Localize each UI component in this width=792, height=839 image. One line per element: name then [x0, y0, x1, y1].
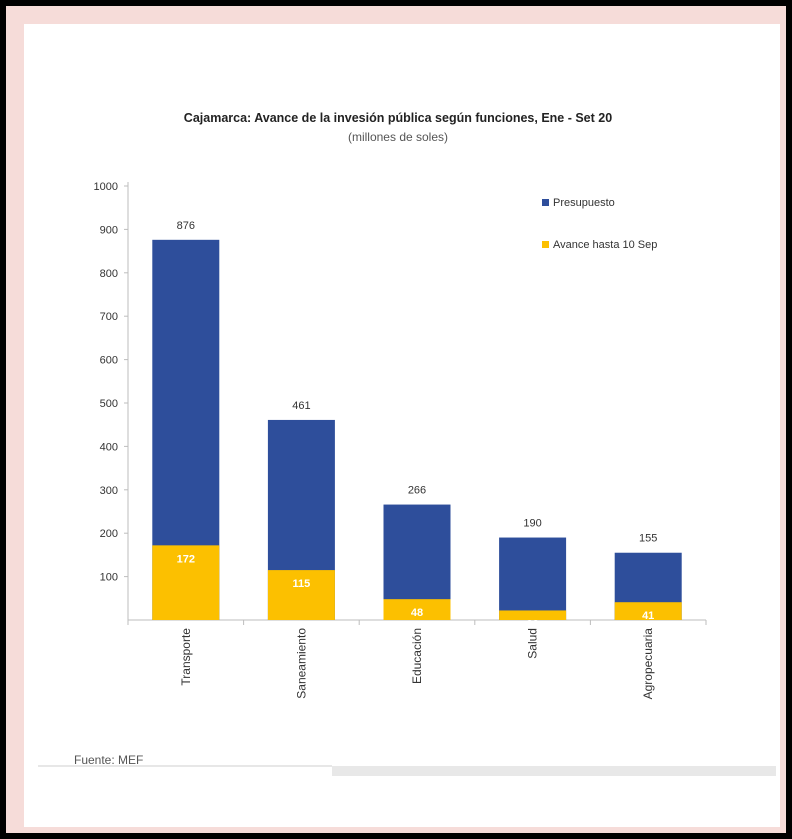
- chart-title: Cajamarca: Avance de la invesión pública…: [184, 111, 612, 125]
- data-label-presupuesto: 266: [408, 485, 426, 497]
- y-tick-label: 300: [100, 485, 118, 497]
- footer-band: [332, 766, 776, 776]
- legend: Presupuesto Avance hasta 10 Sep: [542, 197, 657, 251]
- legend-swatch: [542, 241, 549, 248]
- bar-presupuesto: [499, 537, 567, 620]
- picture-mat: Cajamarca: Avance de la invesión pública…: [6, 6, 786, 833]
- bars: [152, 239, 682, 621]
- bar-avance: [499, 610, 567, 620]
- data-label-avance: 22: [526, 618, 538, 630]
- labels: 876 172 Transporte 461 115 Saneamiento 266 48 Ed…: [177, 220, 658, 700]
- y-tick-label: 100: [100, 572, 118, 584]
- bar-avance: [383, 599, 451, 620]
- chart-subtitle: (millones de soles): [348, 130, 448, 144]
- category-label: Transporte: [179, 628, 193, 686]
- category-label: Salud: [526, 628, 540, 659]
- y-tick-label: 500: [100, 398, 118, 410]
- bar-chart: Cajamarca: Avance de la invesión pública…: [38, 111, 776, 776]
- legend-label: Presupuesto: [553, 197, 615, 209]
- bar-avance: [152, 545, 220, 620]
- data-label-presupuesto: 876: [177, 220, 195, 232]
- y-tick-label: 800: [100, 268, 118, 280]
- data-label-avance: 115: [293, 578, 311, 590]
- data-label-presupuesto: 461: [292, 400, 310, 412]
- axes: 100 200 300 400 500 600 700 800 900 1000: [94, 181, 707, 625]
- data-label-avance: 172: [177, 553, 195, 565]
- data-label-avance: 48: [411, 607, 423, 619]
- y-tick-label: 600: [100, 355, 118, 367]
- y-tick-label: 200: [100, 528, 118, 540]
- y-tick-label: 700: [100, 311, 118, 323]
- legend-label: Avance hasta 10 Sep: [553, 239, 657, 251]
- data-label-presupuesto: 155: [639, 533, 657, 545]
- category-label: Agropecuaria: [641, 628, 655, 700]
- category-label: Educación: [410, 628, 424, 684]
- bar-avance: [614, 602, 682, 620]
- category-label: Saneamiento: [294, 628, 308, 699]
- bar-avance: [267, 570, 335, 620]
- y-tick-label: 900: [100, 224, 118, 236]
- source-note: Fuente: MEF: [74, 753, 143, 767]
- chart-canvas: Cajamarca: Avance de la invesión pública…: [24, 24, 780, 827]
- y-tick-label: 1000: [94, 181, 118, 193]
- legend-swatch: [542, 199, 549, 206]
- data-label-avance: 41: [642, 610, 654, 622]
- data-label-presupuesto: 190: [523, 518, 541, 530]
- y-tick-label: 400: [100, 441, 118, 453]
